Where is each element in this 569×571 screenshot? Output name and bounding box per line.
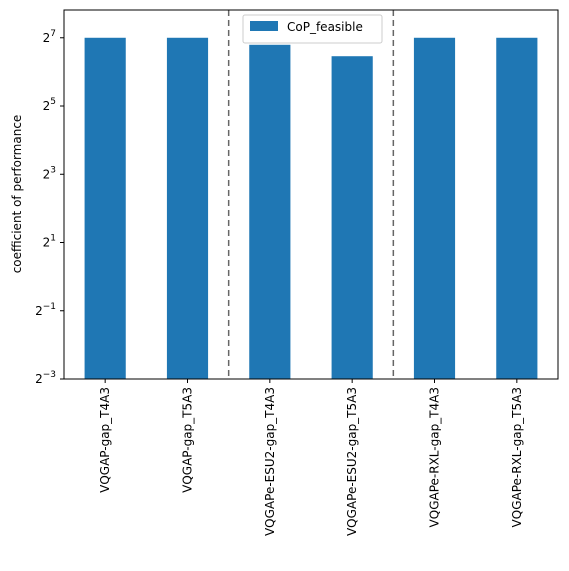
- group-separators: [227, 10, 395, 379]
- bar: [413, 37, 456, 379]
- y-tick-label: 2−1: [35, 302, 56, 318]
- x-tick-label: VQGAPe-ESU2-gap_T4A3: [263, 387, 277, 536]
- bar: [249, 44, 291, 379]
- y-tick-label: 21: [43, 234, 56, 250]
- legend-swatch: [250, 21, 278, 31]
- x-tick-label: VQGAPe-RXL-gap_T4A3: [428, 387, 442, 527]
- y-tick-label: 25: [43, 97, 56, 113]
- legend-label: CoP_feasible: [287, 20, 363, 34]
- legend: CoP_feasible: [242, 14, 383, 44]
- bar: [84, 37, 126, 379]
- bars: [84, 37, 538, 380]
- y-tick-label: 23: [43, 165, 56, 181]
- x-tick-label: VQGAPe-RXL-gap_T5A3: [510, 387, 524, 527]
- y-axis-label: coefficient of performance: [10, 115, 24, 274]
- x-axis: VQGAP-gap_T4A3 VQGAP-gap_T5A3 VQGAPe-ESU2-…: [98, 379, 524, 536]
- x-tick-label: VQGAP-gap_T4A3: [98, 387, 112, 493]
- bar: [331, 56, 373, 380]
- y-tick-label: 2−3: [35, 370, 56, 386]
- x-tick-label: VQGAPe-ESU2-gap_T5A3: [345, 387, 359, 536]
- y-tick-label: 27: [43, 29, 56, 45]
- plot-area: [63, 9, 559, 380]
- y-axis: 2−3 2−1 21 23 25 27: [35, 29, 64, 386]
- bar: [496, 37, 538, 379]
- axes-frame: [63, 9, 559, 380]
- x-tick-label: VQGAP-gap_T5A3: [181, 387, 195, 493]
- bar: [166, 37, 209, 379]
